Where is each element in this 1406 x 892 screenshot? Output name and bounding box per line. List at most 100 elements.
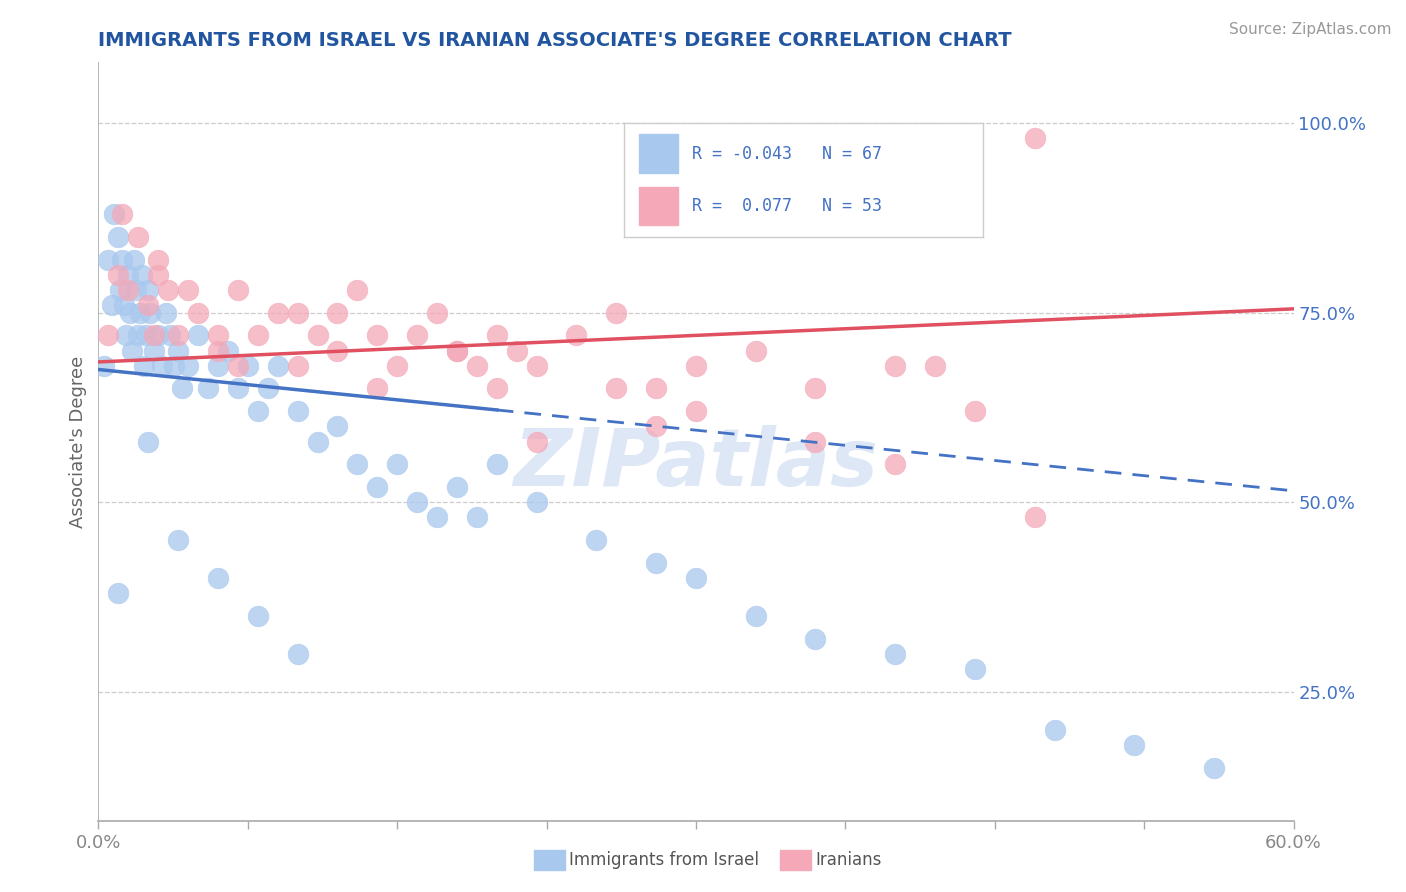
Point (177, 359, 200, 373)
Point (143, 343, 166, 358)
Point (197, 382, 219, 396)
Point (246, 404, 269, 418)
Point (526, 359, 548, 373)
Point (884, 457, 907, 471)
Point (148, 252, 170, 267)
Point (246, 609, 269, 624)
Point (287, 404, 309, 418)
Point (963, 404, 986, 418)
Point (120, 305, 142, 319)
Point (136, 298, 159, 312)
Point (685, 359, 707, 373)
Point (884, 647, 907, 661)
Point (139, 305, 162, 319)
Point (465, 359, 488, 373)
Point (506, 343, 529, 358)
Point (426, 305, 449, 319)
Point (426, 510, 449, 524)
Point (134, 359, 156, 373)
Point (163, 359, 186, 373)
Point (446, 480, 468, 494)
Point (207, 359, 229, 373)
Point (127, 328, 149, 343)
Text: ZIPatlas: ZIPatlas (513, 425, 879, 503)
Point (117, 283, 139, 297)
Point (115, 328, 138, 343)
Point (131, 268, 153, 282)
Point (346, 283, 368, 297)
Point (111, 207, 134, 221)
Point (485, 457, 508, 471)
Point (287, 647, 309, 661)
Point (121, 343, 143, 358)
Point (366, 480, 388, 494)
Point (1024, 510, 1046, 524)
Point (287, 305, 309, 319)
Text: Immigrants from Israel: Immigrants from Israel (569, 851, 759, 869)
Point (101, 298, 124, 312)
Point (645, 419, 668, 434)
Point (287, 359, 309, 373)
Point (207, 328, 229, 343)
Point (226, 283, 249, 297)
Point (526, 434, 548, 449)
Point (111, 252, 134, 267)
Point (148, 328, 170, 343)
Point (804, 382, 827, 396)
Point (129, 305, 152, 319)
Point (167, 533, 190, 547)
Point (385, 457, 409, 471)
Point (924, 359, 946, 373)
Text: Iranians: Iranians (815, 851, 882, 869)
Point (236, 359, 259, 373)
Point (226, 382, 249, 396)
Point (605, 305, 627, 319)
Point (136, 283, 159, 297)
Point (207, 571, 229, 585)
Point (1024, 131, 1046, 145)
Point (307, 328, 329, 343)
Point (207, 343, 229, 358)
Point (246, 328, 269, 343)
Point (745, 343, 768, 358)
Point (446, 343, 468, 358)
Point (187, 328, 209, 343)
Point (485, 328, 508, 343)
Point (605, 382, 627, 396)
Point (155, 305, 177, 319)
Point (585, 533, 607, 547)
Point (366, 382, 388, 396)
Point (143, 328, 166, 343)
Point (150, 359, 173, 373)
Point (267, 305, 290, 319)
Point (177, 283, 200, 297)
Point (125, 283, 148, 297)
Point (226, 359, 249, 373)
Point (217, 343, 239, 358)
Point (385, 359, 409, 373)
Point (326, 419, 349, 434)
Point (326, 343, 349, 358)
Point (103, 207, 125, 221)
Point (167, 328, 190, 343)
Point (346, 457, 368, 471)
Point (167, 343, 190, 358)
Point (745, 609, 768, 624)
Point (1043, 723, 1066, 737)
Point (110, 283, 132, 297)
Point (485, 382, 508, 396)
Point (97, 252, 120, 267)
Point (1202, 760, 1225, 774)
Point (366, 328, 388, 343)
Point (127, 230, 149, 244)
Point (124, 252, 146, 267)
Point (117, 268, 139, 282)
Point (685, 404, 707, 418)
Y-axis label: Associate's Degree: Associate's Degree (69, 355, 87, 528)
Point (465, 510, 488, 524)
Point (565, 328, 588, 343)
Point (187, 305, 209, 319)
Point (97, 328, 120, 343)
Point (148, 268, 170, 282)
Point (406, 495, 429, 509)
